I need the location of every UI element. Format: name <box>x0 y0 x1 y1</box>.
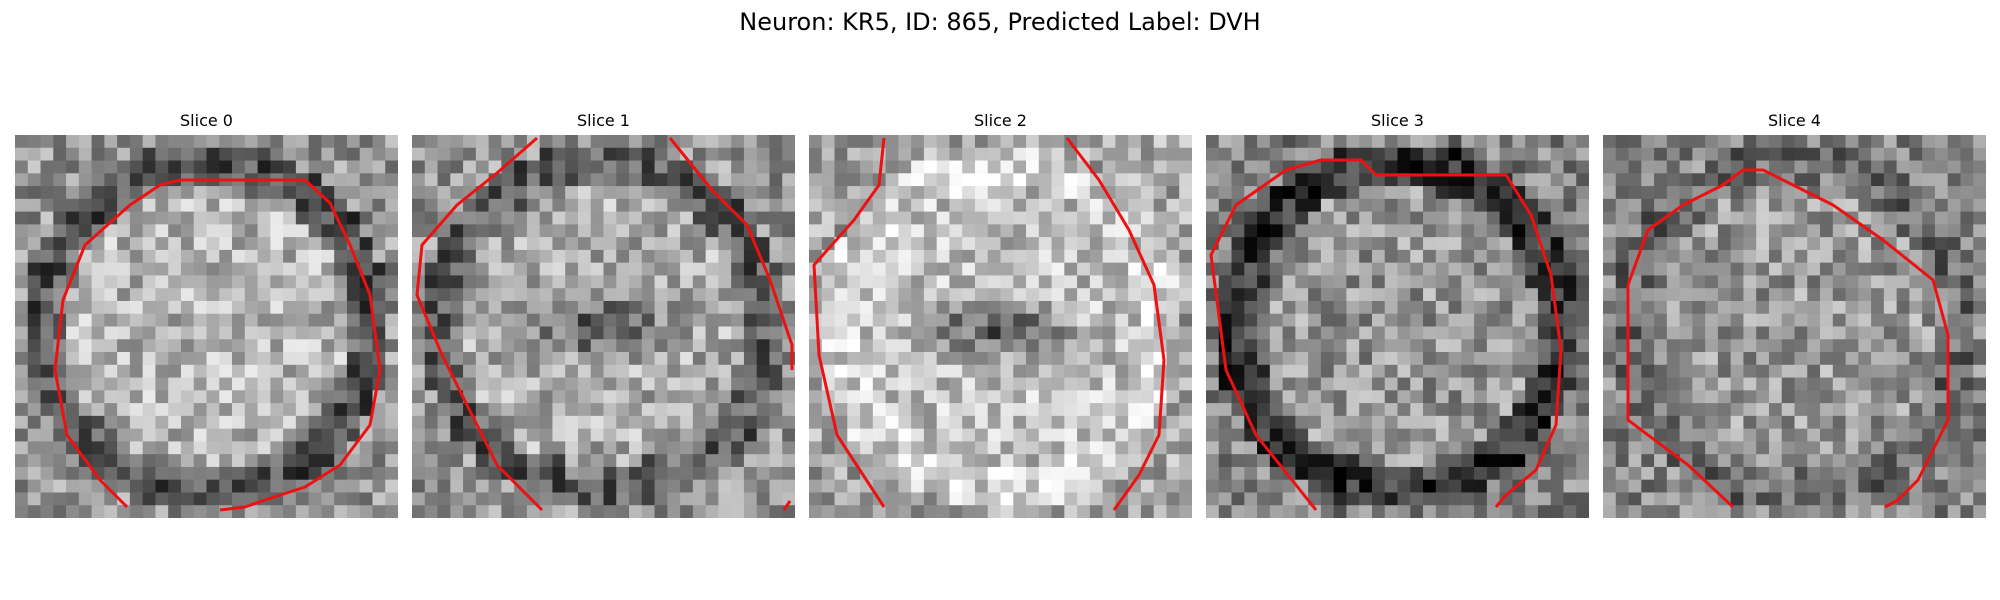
slice-image-3 <box>1206 135 1589 518</box>
segmentation-contour <box>782 500 792 511</box>
slice-panel-0: Slice 0 <box>15 110 398 518</box>
slice-title: Slice 1 <box>577 111 630 130</box>
slice-panel-1: Slice 1 <box>412 110 795 518</box>
slice-title: Slice 2 <box>974 111 1027 130</box>
slice-panel-4: Slice 4 <box>1603 110 1986 518</box>
slice-panel-3: Slice 3 <box>1206 110 1589 518</box>
slice-image-4 <box>1603 135 1986 518</box>
segmentation-contour <box>812 137 886 508</box>
figure-title: Neuron: KR5, ID: 865, Predicted Label: D… <box>739 8 1261 36</box>
slice-image-0 <box>15 135 398 518</box>
segmentation-contour <box>53 178 382 512</box>
slice-image-1 <box>412 135 795 518</box>
segmentation-contour <box>668 137 794 370</box>
segmentation-contour <box>1209 158 1563 511</box>
segmentation-contour <box>1065 137 1166 511</box>
slice-title: Slice 0 <box>180 111 233 130</box>
segmentation-contour <box>1626 168 1950 509</box>
slice-title: Slice 4 <box>1768 111 1821 130</box>
slice-image-2 <box>809 135 1192 518</box>
slice-panel-2: Slice 2 <box>809 110 1192 518</box>
slice-title: Slice 3 <box>1371 111 1424 130</box>
segmentation-contour <box>415 136 544 512</box>
